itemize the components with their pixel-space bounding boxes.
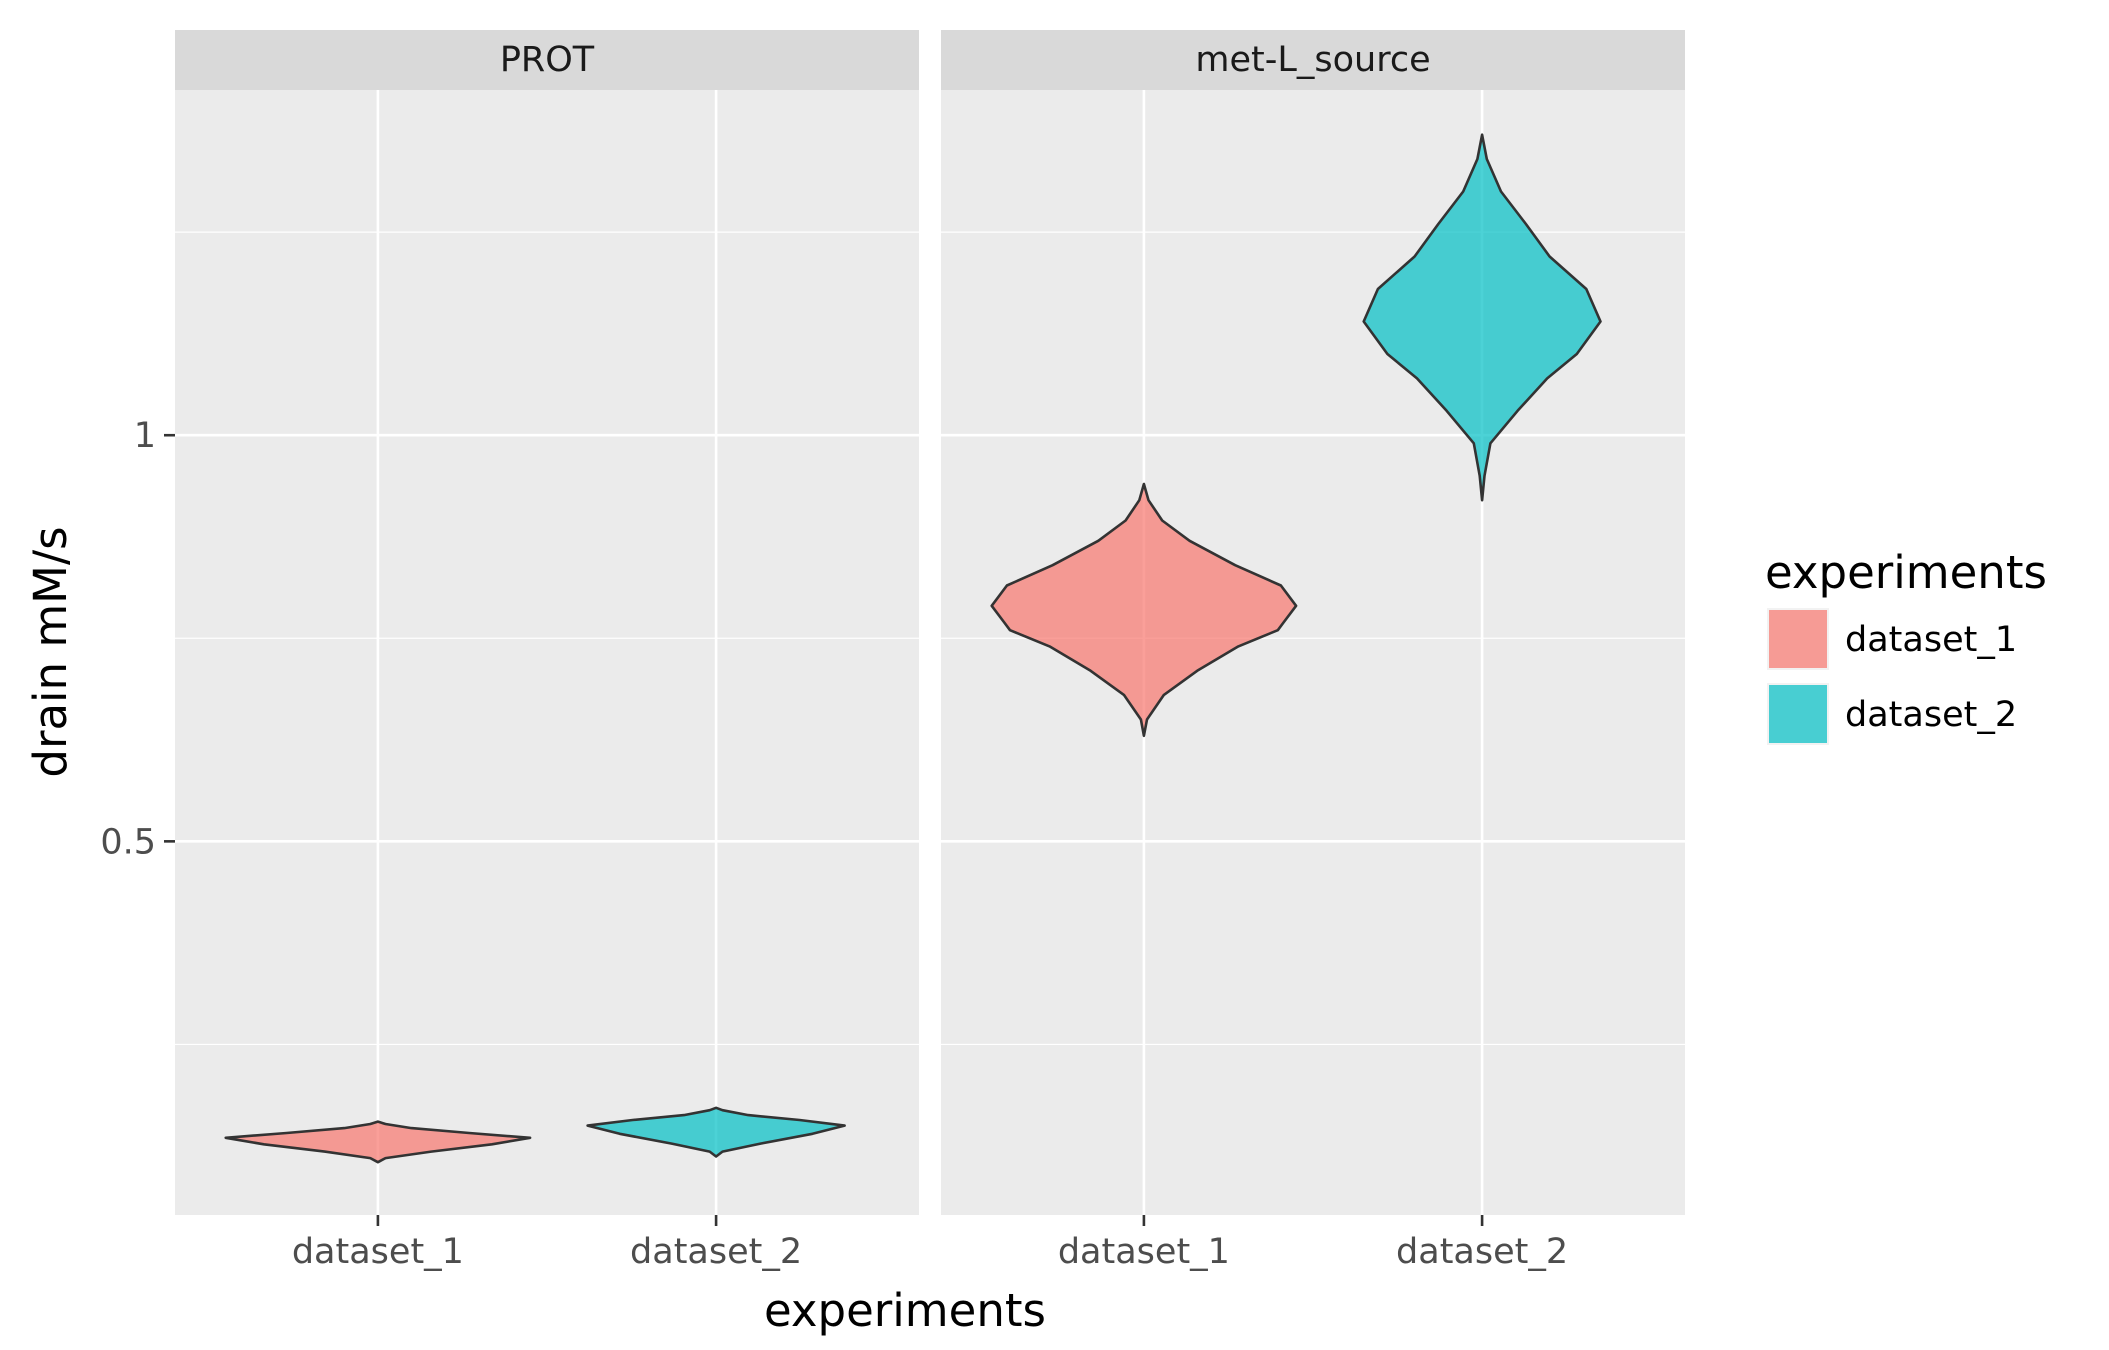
panel-background — [175, 90, 919, 1215]
violin-dataset-2 — [586, 1106, 846, 1158]
violins — [224, 1106, 846, 1164]
legend: experiments dataset_1 dataset_2 — [1765, 546, 2047, 745]
y-axis: 0.51 — [100, 416, 175, 862]
y-tick-label: 0.5 — [100, 822, 156, 862]
x-axis: dataset_1 dataset_2 dataset_1 dataset_2 — [292, 1215, 1568, 1272]
y-tick-label: 1 — [134, 416, 156, 456]
panel-background — [941, 90, 1685, 1215]
x-tick-label: dataset_2 — [630, 1232, 802, 1272]
violins — [990, 133, 1602, 738]
x-axis-title: experiments — [764, 1284, 1046, 1337]
violin-dataset-1 — [990, 482, 1298, 738]
strip-background — [941, 30, 1685, 90]
facet-panel-met-l-source: met-L_source — [941, 30, 1685, 1215]
x-tick-label: dataset_1 — [1058, 1232, 1230, 1272]
y-axis-title: drain mM/s — [24, 526, 77, 777]
legend-item-dataset-2: dataset_2 — [1767, 683, 2017, 745]
legend-swatch — [1769, 610, 1827, 668]
x-tick-label: dataset_2 — [1396, 1232, 1568, 1272]
legend-title: experiments — [1765, 546, 2047, 599]
legend-item-dataset-1: dataset_1 — [1767, 608, 2017, 670]
violin-dataset-1 — [224, 1120, 532, 1164]
strip-label: PROT — [500, 40, 595, 80]
violin-dataset-2 — [1362, 133, 1602, 502]
legend-swatch — [1769, 685, 1827, 743]
legend-label: dataset_2 — [1845, 695, 2017, 735]
strip-background — [175, 30, 919, 90]
strip-label: met-L_source — [1195, 40, 1430, 80]
legend-label: dataset_1 — [1845, 620, 2017, 660]
x-tick-label: dataset_1 — [292, 1232, 464, 1272]
gridlines — [175, 90, 919, 1215]
facet-panel-prot: PROT — [175, 30, 919, 1215]
